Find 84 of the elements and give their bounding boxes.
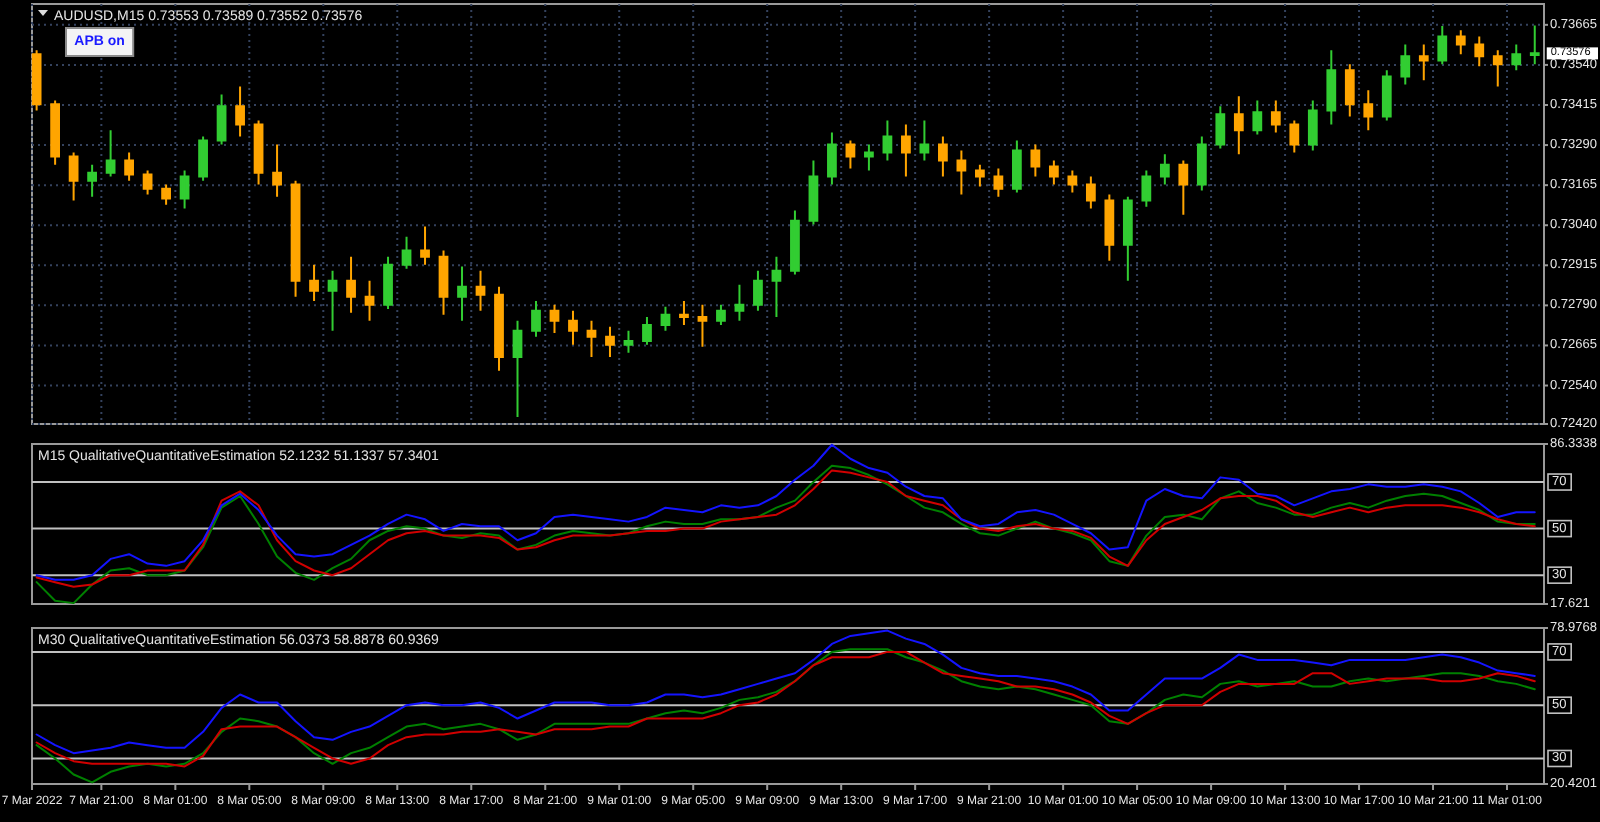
candlestick xyxy=(1196,135,1207,192)
candlestick xyxy=(420,225,430,266)
candlestick xyxy=(827,131,837,186)
candlestick xyxy=(919,119,930,162)
candlestick xyxy=(1122,195,1133,282)
candlestick xyxy=(660,305,671,332)
candlestick xyxy=(1067,169,1078,194)
candlestick xyxy=(1474,35,1485,68)
candlestick xyxy=(679,299,689,326)
candlestick xyxy=(1085,175,1096,210)
candlestick xyxy=(605,325,615,358)
candlestick xyxy=(864,143,874,172)
candlestick xyxy=(1141,169,1152,208)
candlestick xyxy=(364,279,375,322)
candlestick xyxy=(1104,193,1115,262)
candlestick xyxy=(179,169,190,210)
candlestick xyxy=(771,255,782,318)
candlestick xyxy=(549,303,560,334)
candlestick xyxy=(1418,43,1429,82)
candlestick xyxy=(938,135,948,178)
candlestick xyxy=(1492,49,1503,88)
candlestick xyxy=(1215,105,1226,150)
candlestick xyxy=(901,123,911,178)
candlestick xyxy=(1400,43,1411,86)
candlestick xyxy=(198,135,208,182)
candlestick xyxy=(956,149,967,196)
candlestick xyxy=(1178,159,1189,216)
candlestick xyxy=(216,93,227,146)
candlestick xyxy=(753,269,763,312)
candlestick xyxy=(1030,143,1041,178)
candlestick xyxy=(882,119,893,162)
candlestick xyxy=(716,303,726,326)
candlestick xyxy=(993,167,1004,198)
candlestick xyxy=(1270,99,1281,134)
line-series xyxy=(35,629,1536,755)
candlestick xyxy=(235,85,245,138)
candlestick xyxy=(475,269,486,312)
candlestick xyxy=(438,249,449,316)
candlestick xyxy=(68,151,79,202)
line-series xyxy=(35,469,1536,588)
candlestick xyxy=(1307,99,1318,152)
candlestick xyxy=(124,151,134,182)
candlestick xyxy=(1511,43,1522,72)
candlestick xyxy=(327,269,338,332)
candlestick xyxy=(1381,69,1392,122)
candlestick xyxy=(401,235,412,270)
candlestick xyxy=(697,303,708,348)
line-series xyxy=(35,464,1536,605)
candlestick xyxy=(790,209,800,276)
candlestick xyxy=(1012,139,1022,194)
candlestick xyxy=(105,129,116,178)
candlestick xyxy=(309,263,319,302)
candlestick xyxy=(1363,89,1374,132)
candlestick xyxy=(1233,95,1244,156)
candlestick xyxy=(1455,29,1466,56)
candlestick xyxy=(531,299,541,338)
candlestick xyxy=(161,183,171,206)
candlestick xyxy=(272,143,282,198)
candlestick xyxy=(1437,25,1448,66)
candlestick xyxy=(734,283,745,322)
candlestick xyxy=(50,99,60,166)
candlestick xyxy=(586,319,597,358)
candlestick xyxy=(1159,153,1170,186)
candlestick xyxy=(623,329,634,354)
candlestick xyxy=(1289,119,1300,154)
candlestick xyxy=(1529,24,1540,66)
candlestick xyxy=(1048,159,1059,186)
candlestick xyxy=(87,163,97,198)
candlestick xyxy=(457,265,467,322)
candlestick xyxy=(346,255,356,314)
candlestick xyxy=(31,49,42,112)
candlestick xyxy=(642,315,652,346)
candlestick xyxy=(1326,49,1337,126)
candlestick xyxy=(975,163,985,188)
line-series xyxy=(35,443,1536,581)
candlestick xyxy=(383,255,393,310)
candlestick xyxy=(494,285,504,372)
candlestick xyxy=(1344,63,1355,118)
candlestick xyxy=(568,309,578,346)
candlestick xyxy=(1252,99,1263,136)
candlestick xyxy=(808,159,819,226)
candlestick xyxy=(512,319,523,418)
candlestick xyxy=(845,139,856,170)
candlestick xyxy=(142,169,153,196)
